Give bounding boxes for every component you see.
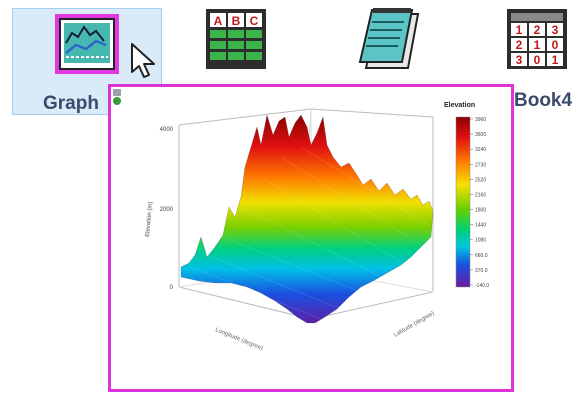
- graph-item-label: Graph: [43, 93, 99, 114]
- book4-item[interactable]: 1 2 3 2 1 0 3 0 1 Book4: [470, 6, 586, 114]
- legend-tick-label: 370.0: [475, 268, 488, 274]
- svg-text:A: A: [214, 14, 223, 28]
- z-tick-2000: 2000: [160, 207, 174, 213]
- svg-text:1: 1: [516, 23, 523, 37]
- svg-text:1: 1: [552, 53, 559, 67]
- book4-item-label: Book4: [514, 90, 573, 111]
- svg-text:B: B: [232, 14, 241, 28]
- matrix-book-icon: 1 2 3 2 1 0 3 0 1: [506, 8, 568, 75]
- svg-text:C: C: [250, 14, 259, 28]
- svg-text:3: 3: [516, 53, 523, 67]
- mouse-pointer-icon: [130, 42, 160, 85]
- z-axis-label: Elevation (m): [145, 201, 154, 237]
- legend-tick-label: 3960: [475, 117, 486, 123]
- legend-tick-label: 3600: [475, 132, 486, 138]
- notes-item[interactable]: [320, 6, 464, 114]
- z-tick-0: 0: [170, 285, 174, 291]
- x-axis-label: Longitude (degree): [214, 327, 263, 352]
- svg-text:1: 1: [534, 38, 541, 52]
- color-scale-bar: [455, 116, 471, 288]
- legend-tick-label: 2160: [475, 192, 486, 198]
- legend-tick-label: 660.0: [475, 253, 488, 259]
- legend-title: Elevation: [444, 102, 475, 109]
- lock-icon: [112, 88, 122, 111]
- surface-mesh: [180, 114, 434, 324]
- y-axis-label: Latitude (degree): [393, 311, 436, 339]
- legend-tick-label: 1080: [475, 238, 486, 244]
- surface-plot-thumbnail: 4000 2000 0 Elevation (m) Longitude (deg…: [145, 102, 489, 352]
- svg-text:2: 2: [516, 38, 523, 52]
- workbook-item[interactable]: A B C: [172, 6, 316, 114]
- legend-tick-label: 2730: [475, 162, 486, 168]
- svg-text:0: 0: [534, 53, 541, 67]
- legend-tick-label: 2520: [475, 177, 486, 183]
- graph-preview-popup: 4000 2000 0 Elevation (m) Longitude (deg…: [108, 84, 514, 392]
- svg-text:2: 2: [534, 23, 541, 37]
- legend-tick-label: -140.0: [475, 283, 489, 289]
- notes-icon: [356, 8, 426, 79]
- graph-window-icon: [54, 13, 120, 80]
- z-tick-4000: 4000: [160, 127, 174, 133]
- legend-tick-label: 1800: [475, 208, 486, 214]
- svg-text:0: 0: [552, 38, 559, 52]
- legend-tick-label: 1440: [475, 223, 486, 229]
- svg-text:3: 3: [552, 23, 559, 37]
- legend-tick-label: 3240: [475, 147, 486, 153]
- workbook-icon: A B C: [205, 8, 267, 75]
